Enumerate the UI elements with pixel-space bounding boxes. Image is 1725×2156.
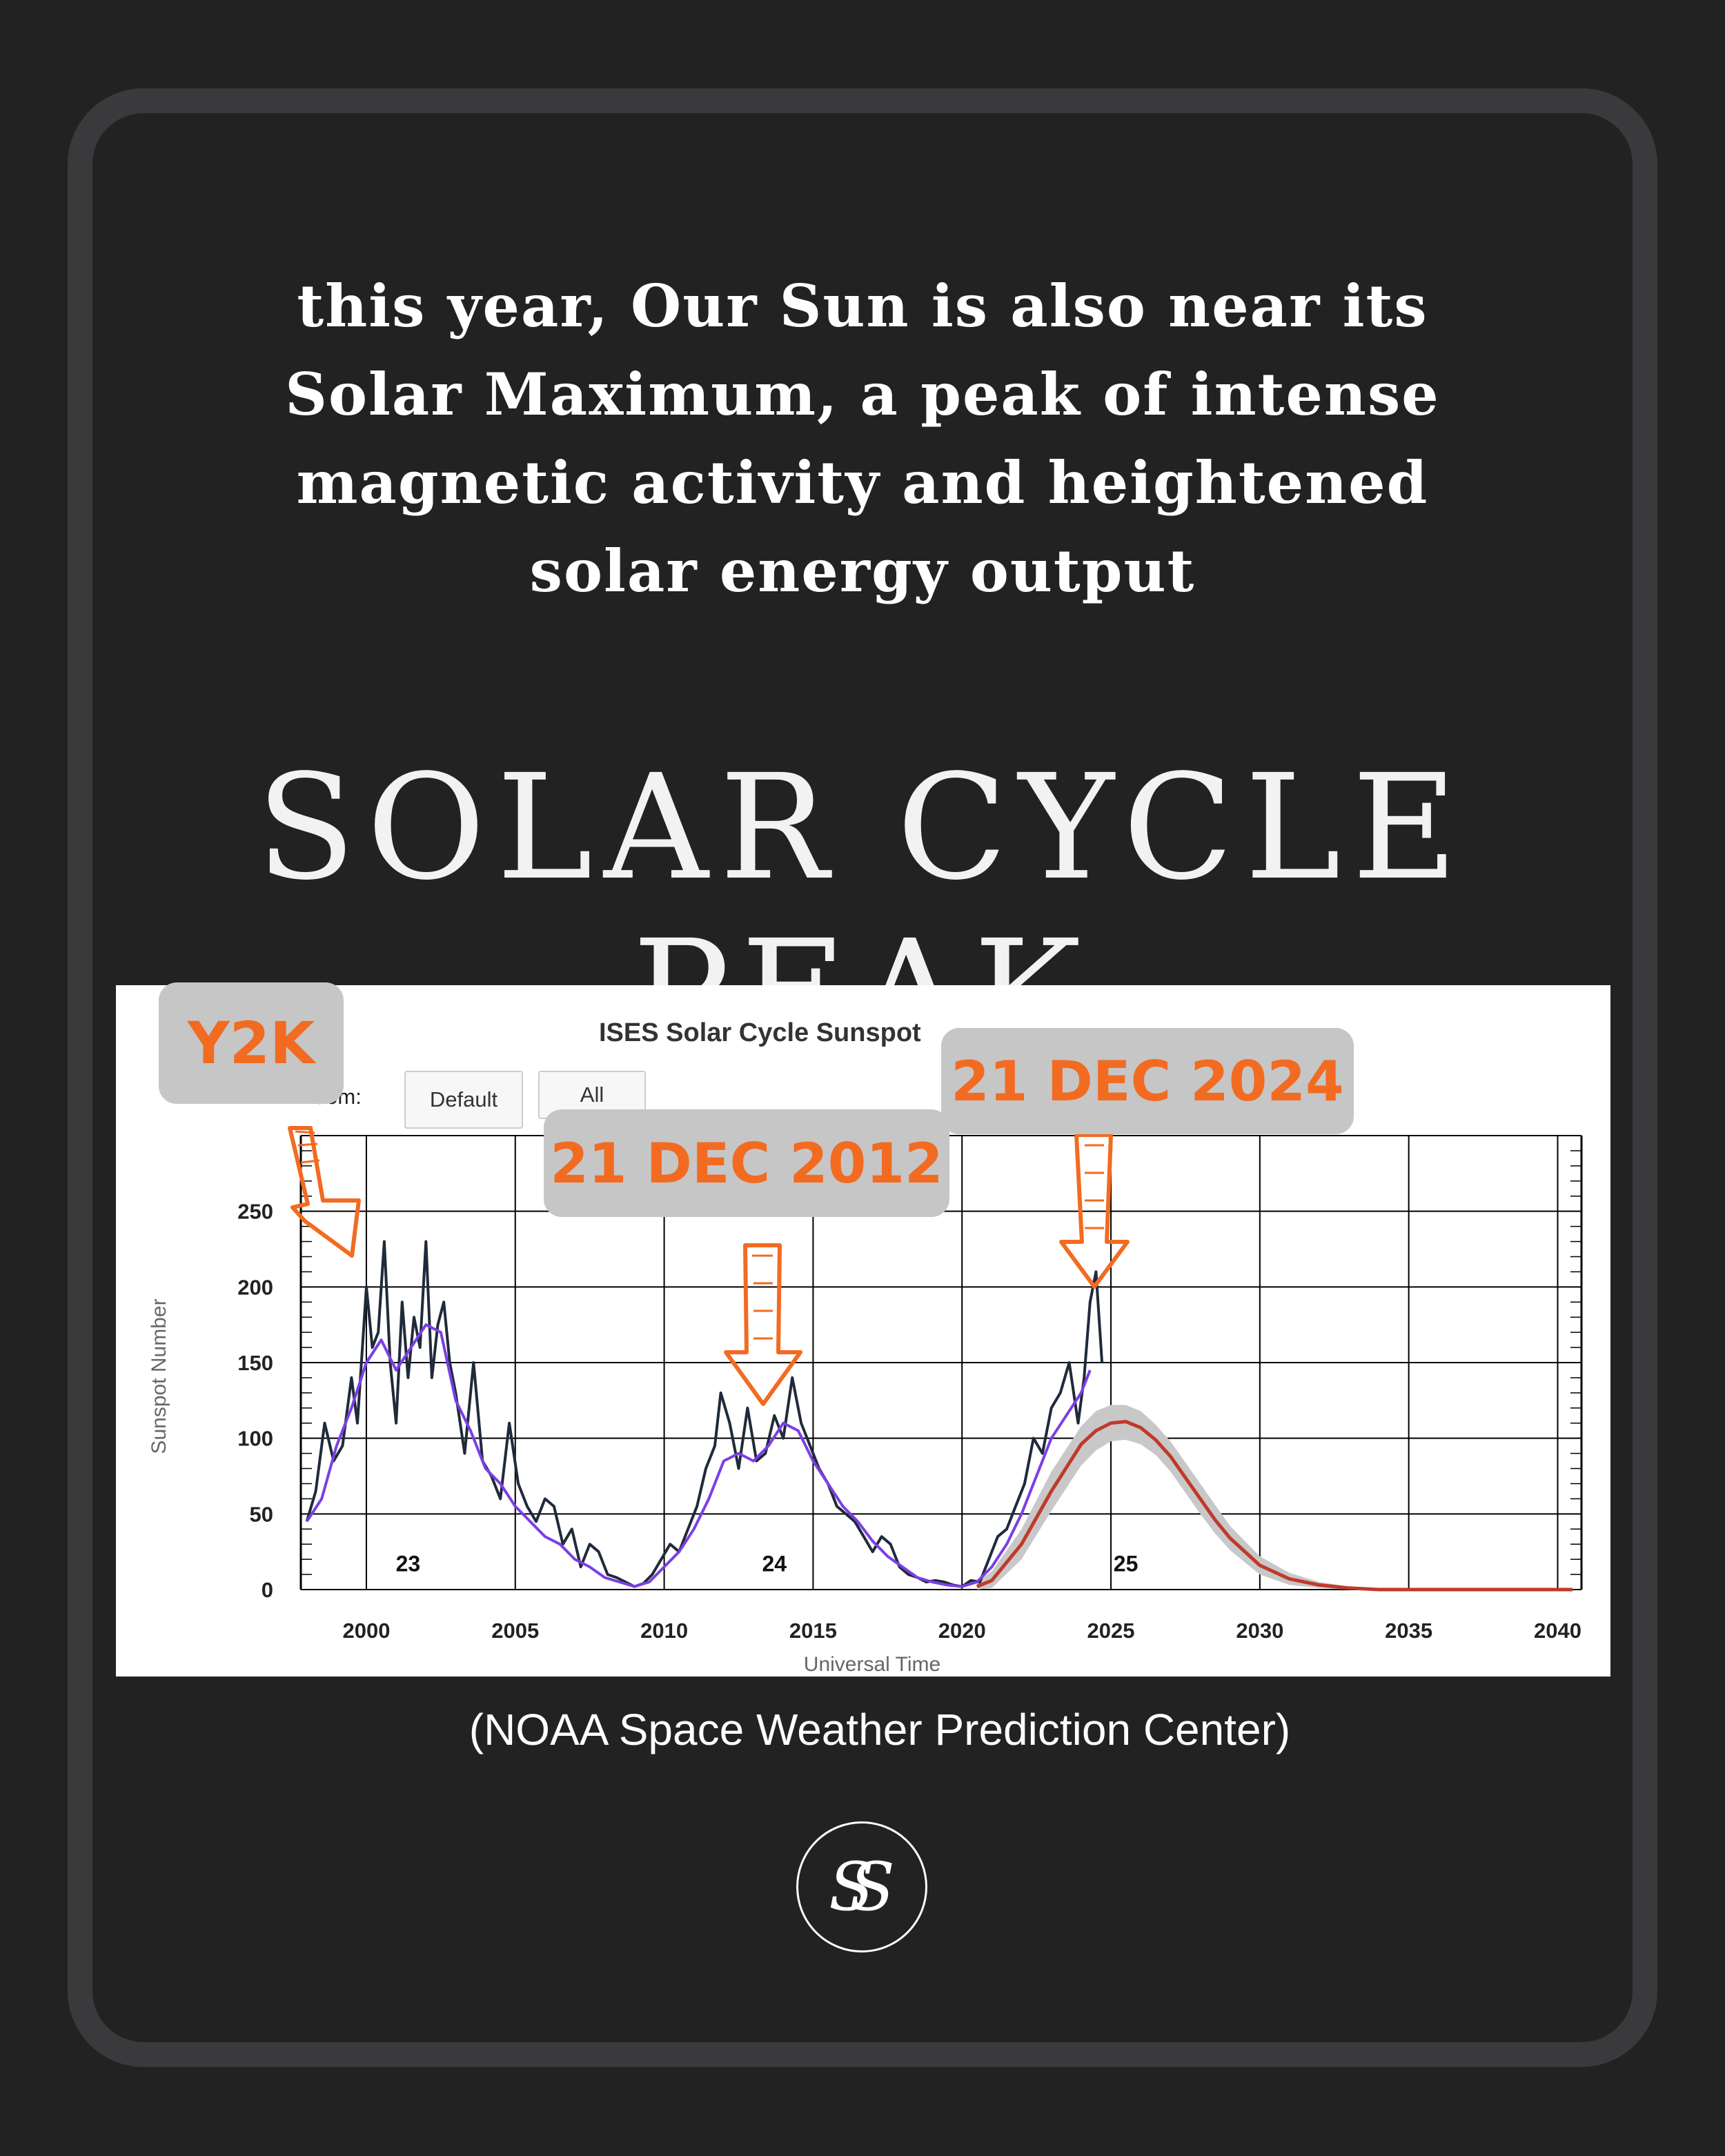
cycle-label: 23 [396, 1552, 421, 1576]
arrow-2012-icon [724, 1243, 802, 1406]
y-tick-label: 0 [262, 1578, 273, 1602]
callout-dec-2012: 21 DEC 2012 [544, 1109, 949, 1217]
cycle-label: 25 [1114, 1552, 1138, 1576]
zoom-default-button[interactable]: Default [404, 1071, 523, 1129]
x-tick-label: 2015 [789, 1619, 837, 1643]
x-tick-label: 2010 [640, 1619, 688, 1643]
x-tick-label: 2035 [1385, 1619, 1432, 1643]
callout-dec-2024: 21 DEC 2024 [941, 1028, 1354, 1134]
y-axis-title: Sunspot Number [148, 1298, 170, 1454]
sunspot-chart: 0 50 100 150 200 250 2000 2005 2010 2015 2020 2025 2… [148, 1135, 1583, 1676]
y-tick-label: 50 [250, 1502, 273, 1526]
x-tick-label: 2005 [491, 1619, 539, 1643]
series-monthly [305, 1240, 1104, 1588]
series-smoothed [305, 1323, 1092, 1588]
arrow-y2k-icon [288, 1126, 361, 1258]
source-credit: (NOAA Space Weather Prediction Center) [469, 1705, 1291, 1754]
x-tick-label: 2020 [938, 1619, 986, 1643]
series-predicted [976, 1420, 1573, 1592]
ss-logo: SS [796, 1821, 927, 1952]
x-tick-label: 2025 [1087, 1619, 1135, 1643]
cycle-label: 24 [762, 1552, 787, 1576]
prediction-band [976, 1405, 1573, 1590]
x-tick-label: 2030 [1236, 1619, 1283, 1643]
arrow-2024-icon [1059, 1133, 1130, 1289]
y-tick-label: 200 [237, 1275, 273, 1299]
x-axis-title: Universal Time [804, 1653, 940, 1676]
card-frame [68, 88, 1657, 2067]
x-tick-label: 2000 [342, 1619, 390, 1643]
callout-y2k: Y2K [159, 982, 344, 1104]
chart-title: ISES Solar Cycle Sunspot [599, 1018, 921, 1047]
y-tick-label: 150 [237, 1351, 273, 1375]
x-tick-label: 2040 [1534, 1619, 1581, 1643]
logo-text: SS [829, 1848, 895, 1926]
y-tick-label: 100 [237, 1427, 273, 1451]
headline: this year, Our Sun is also near its Sola… [285, 272, 1440, 605]
y-tick-label: 250 [237, 1200, 273, 1224]
